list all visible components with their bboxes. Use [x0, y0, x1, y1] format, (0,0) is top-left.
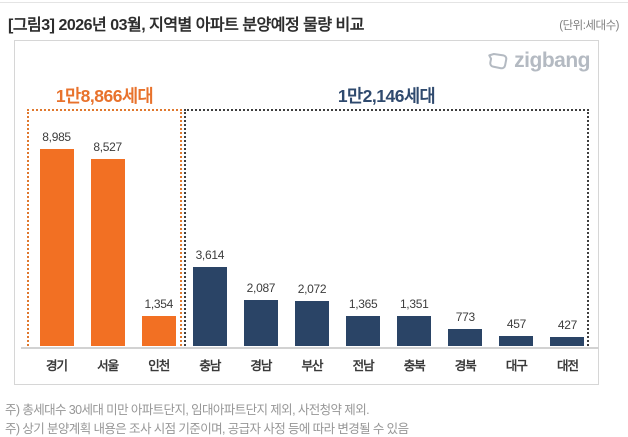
- bar-대구: [499, 336, 534, 346]
- footnote-line-1: 주) 총세대수 30세대 미만 아파트단지, 임대아파트단지 제외, 사전청약 …: [5, 403, 370, 417]
- category-label-인천: 인천: [148, 359, 170, 373]
- category-label-경기: 경기: [46, 359, 68, 373]
- bar-부산: [295, 301, 330, 346]
- category-label-충북: 충북: [403, 359, 426, 373]
- value-label-전남: 1,365: [348, 297, 378, 311]
- bar-column-충북: 1,351 충북: [389, 109, 440, 373]
- value-label-부산: 2,072: [297, 282, 327, 296]
- bar-column-경남: 2,087 경남: [235, 109, 286, 373]
- bar-column-서울: 8,527 서울: [82, 109, 133, 373]
- bar-인천: [141, 316, 176, 346]
- chart-panel: zigbang 1만8,866세대 1만2,146세대 8,985 경기 8,527…: [14, 40, 599, 385]
- value-label-대전: 427: [557, 318, 578, 332]
- zigbang-logo-text: zigbang: [514, 49, 590, 72]
- bar-충북: [397, 316, 432, 346]
- page-title: [그림3] 2026년 03월, 지역별 아파트 분양예정 물량 비교: [8, 17, 364, 34]
- bar-column-인천: 1,354 인천: [133, 109, 184, 373]
- bar-column-대전: 427 대전: [542, 109, 593, 373]
- category-label-전남: 전남: [352, 359, 375, 373]
- zigbang-bubble-icon: [486, 50, 509, 73]
- bar-column-경기: 8,985 경기: [31, 109, 82, 373]
- category-label-경남: 경남: [250, 359, 272, 373]
- value-label-대구: 457: [506, 317, 526, 331]
- bar-column-충남: 3,614 충남: [184, 109, 235, 373]
- category-label-충남: 충남: [199, 359, 221, 373]
- bar-경남: [243, 300, 278, 346]
- zigbang-logo: zigbang: [486, 50, 590, 73]
- bar-column-부산: 2,072 부산: [286, 109, 337, 373]
- group-label-provinces: 1만2,146세대: [337, 86, 436, 106]
- bar-서울: [90, 159, 125, 346]
- value-label-충남: 3,614: [195, 248, 225, 262]
- x-axis-baseline: [21, 347, 599, 349]
- value-label-인천: 1,354: [144, 297, 173, 311]
- unit-label: (단위:세대수): [559, 20, 619, 32]
- group-label-capital-area: 1만8,866세대: [55, 86, 154, 106]
- value-label-경남: 2,087: [246, 281, 276, 295]
- bar-충남: [192, 267, 227, 346]
- value-label-충북: 1,351: [399, 297, 429, 311]
- category-label-대전: 대전: [556, 359, 579, 373]
- top-divider: [0, 2, 628, 3]
- bar-전남: [346, 316, 381, 346]
- bar-경북: [448, 329, 483, 346]
- category-label-부산: 부산: [301, 359, 324, 373]
- category-label-서울: 서울: [97, 359, 119, 373]
- value-label-서울: 8,527: [93, 140, 122, 154]
- footnote-line-2: 주) 상기 분양계획 내용은 조사 시점 기준이며, 공급자 사정 등에 따라 …: [5, 422, 409, 436]
- bar-column-전남: 1,365 전남: [338, 109, 389, 373]
- plot-area: 8,985 경기 8,527 서울 1,354 인천 3,614 충남 2,087 경남 2,072…: [31, 109, 593, 373]
- bar-column-대구: 457 대구: [491, 109, 542, 373]
- value-label-경북: 773: [455, 310, 475, 324]
- bar-column-경북: 773 경북: [440, 109, 491, 373]
- value-label-경기: 8,985: [42, 130, 71, 144]
- bar-대전: [550, 337, 585, 346]
- bar-경기: [39, 149, 74, 346]
- category-label-대구: 대구: [505, 359, 528, 373]
- category-label-경북: 경북: [454, 359, 477, 373]
